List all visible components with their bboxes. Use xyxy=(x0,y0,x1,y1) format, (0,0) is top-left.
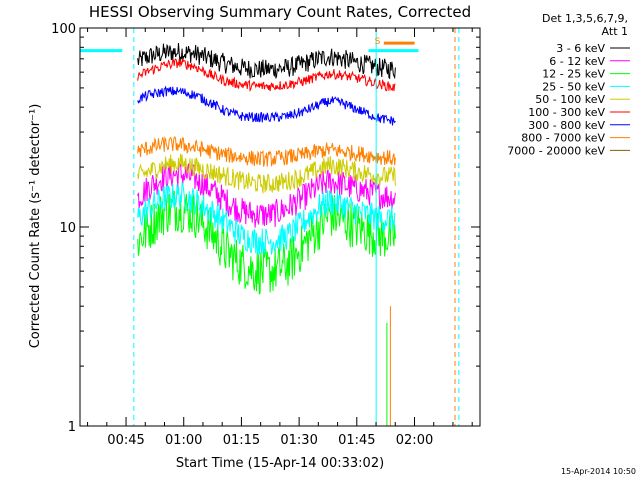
legend-label-7: 800 - 7000 keV xyxy=(521,132,605,145)
series-line-6 xyxy=(137,85,396,126)
legend-label-2: 12 - 25 keV xyxy=(542,68,605,81)
footer-timestamp: 15-Apr-2014 10:50 xyxy=(561,467,636,476)
flag-letter-0: S xyxy=(375,37,381,47)
series-line-7 xyxy=(137,136,396,167)
x-tick-label-1: 01:00 xyxy=(165,433,202,448)
y-tick-label-0: 1 xyxy=(68,420,76,435)
legend-label-4: 50 - 100 keV xyxy=(535,93,605,106)
legend-label-8: 7000 - 20000 keV xyxy=(507,144,605,157)
x-tick-label-5: 02:00 xyxy=(396,433,433,448)
x-axis-label: Start Time (15-Apr-14 00:33:02) xyxy=(176,456,384,471)
plot-area: S xyxy=(80,28,460,426)
chart-title: HESSI Observing Summary Count Rates, Cor… xyxy=(89,3,471,21)
legend-label-3: 25 - 50 keV xyxy=(542,80,605,93)
series-line-3 xyxy=(137,181,396,255)
y-tick-label-2: 100 xyxy=(51,22,76,37)
x-axis: 00:45 01:00 01:15 01:30 01:45 02:00 xyxy=(87,28,473,448)
legend-label-1: 6 - 12 keV xyxy=(549,55,605,68)
x-tick-label-3: 01:30 xyxy=(280,433,317,448)
legend-header-0: Det 1,3,5,6,7,9, xyxy=(542,12,628,25)
series-line-0 xyxy=(137,42,396,80)
legend-label-5: 100 - 300 keV xyxy=(528,106,605,119)
series-line-4 xyxy=(137,153,396,194)
legend-label-6: 300 - 800 keV xyxy=(528,119,605,132)
series-line-5 xyxy=(137,58,396,93)
y-tick-label-1: 10 xyxy=(59,221,76,236)
series-line-1 xyxy=(137,162,396,228)
x-tick-label-0: 00:45 xyxy=(107,433,144,448)
y-axis-label: Corrected Count Rate (s⁻¹ detector⁻¹) xyxy=(28,104,43,349)
legend-header-1: Att 1 xyxy=(602,25,628,38)
x-tick-label-4: 01:45 xyxy=(338,433,375,448)
legend-label-0: 3 - 6 keV xyxy=(556,42,605,55)
y-axis: 1 10 100 xyxy=(51,22,480,435)
x-tick-label-2: 01:15 xyxy=(223,433,260,448)
